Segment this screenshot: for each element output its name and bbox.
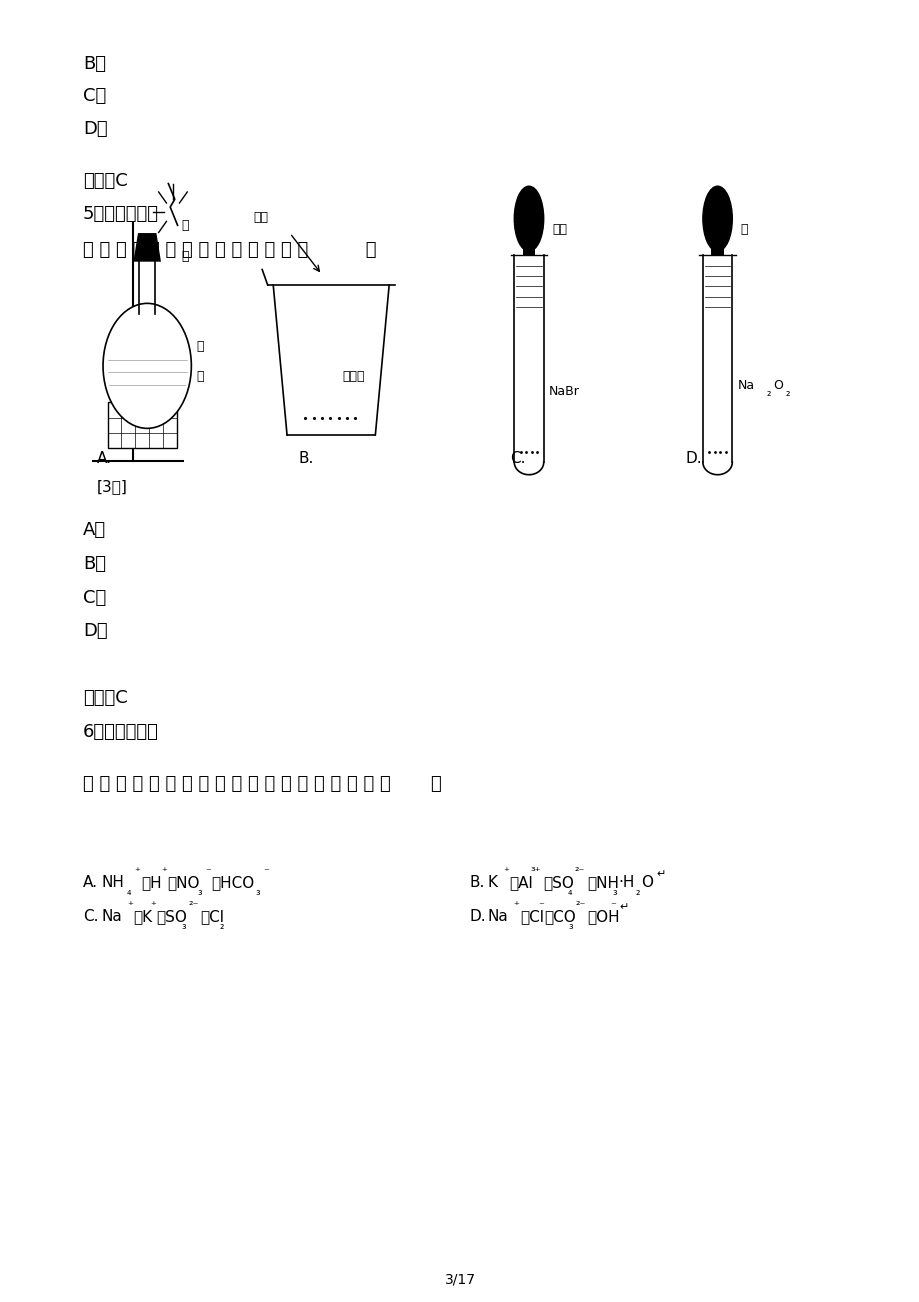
Text: 在 溶 液 中 能 大 量 共 存 的 一 组 离 子 或 分 子 是 （       ）: 在 溶 液 中 能 大 量 共 存 的 一 组 离 子 或 分 子 是 （ ）	[83, 775, 441, 793]
Text: 氯水: 氯水	[253, 211, 267, 224]
Text: ⁻: ⁻	[538, 901, 543, 911]
Text: 、CO: 、CO	[544, 909, 576, 924]
Bar	[108, 402, 176, 448]
Text: B、: B、	[83, 56, 106, 73]
Text: NH: NH	[101, 875, 124, 891]
Text: ²⁻: ²⁻	[575, 901, 585, 911]
Text: ⁺: ⁺	[150, 901, 155, 911]
Text: C、: C、	[83, 589, 106, 607]
Text: ²⁻: ²⁻	[574, 867, 584, 878]
Text: A、: A、	[83, 521, 106, 539]
Text: D、: D、	[83, 622, 108, 641]
Text: 氯水: 氯水	[551, 223, 566, 236]
Text: A.: A.	[96, 450, 111, 466]
Text: C、: C、	[83, 87, 106, 105]
Text: ₃: ₃	[612, 887, 617, 897]
Text: 5、「单选题」: 5、「单选题」	[83, 204, 159, 223]
Text: ⁺: ⁺	[161, 867, 166, 878]
Text: C.: C.	[83, 909, 98, 924]
Text: 答案：C: 答案：C	[83, 172, 128, 190]
Text: ₃: ₃	[255, 887, 260, 897]
Text: ₃: ₃	[568, 921, 573, 931]
Text: D.: D.	[469, 909, 485, 924]
Text: ⁺: ⁺	[503, 867, 508, 878]
Polygon shape	[710, 236, 723, 255]
Text: ₄: ₄	[567, 887, 572, 897]
Text: O: O	[641, 875, 652, 891]
Text: Na: Na	[487, 909, 508, 924]
Text: 光: 光	[181, 250, 188, 263]
Text: B.: B.	[469, 875, 484, 891]
Text: 、SO: 、SO	[542, 875, 573, 891]
Text: ₃: ₃	[181, 921, 186, 931]
Text: B.: B.	[299, 450, 314, 466]
Text: C.: C.	[510, 450, 526, 466]
Text: B、: B、	[83, 555, 106, 573]
Text: 、H: 、H	[142, 875, 162, 891]
Text: ↵: ↵	[655, 868, 664, 879]
Text: A.: A.	[83, 875, 97, 891]
Text: ₂: ₂	[220, 921, 224, 931]
Text: 、HCO: 、HCO	[211, 875, 255, 891]
Text: 、Al: 、Al	[509, 875, 533, 891]
Text: D、: D、	[83, 120, 108, 138]
Text: ₂: ₂	[766, 388, 770, 398]
Text: 氯: 氯	[196, 340, 203, 353]
Text: 、SO: 、SO	[156, 909, 187, 924]
Text: Na: Na	[737, 379, 754, 392]
Text: Na: Na	[101, 909, 122, 924]
Text: ⁻: ⁻	[609, 901, 615, 911]
Text: 6、「单选题」: 6、「单选题」	[83, 723, 158, 741]
Text: 3/17: 3/17	[444, 1273, 475, 1286]
Circle shape	[103, 303, 191, 428]
Text: ₄: ₄	[127, 887, 131, 897]
Text: 答案：C: 答案：C	[83, 689, 128, 707]
Text: ⁺: ⁺	[513, 901, 518, 911]
Text: ³⁺: ³⁺	[529, 867, 539, 878]
Circle shape	[178, 366, 187, 379]
Text: ↵: ↵	[618, 902, 628, 913]
Text: ⁺: ⁺	[134, 867, 140, 878]
Text: ₃: ₃	[198, 887, 202, 897]
Text: ⁻: ⁻	[263, 867, 268, 878]
Text: ²⁻: ²⁻	[188, 901, 199, 911]
Text: [3分]: [3分]	[96, 479, 128, 495]
Text: 、Cl: 、Cl	[200, 909, 224, 924]
Text: 发酵粉: 发酵粉	[342, 370, 364, 383]
Text: 水: 水	[740, 223, 747, 236]
Polygon shape	[522, 236, 535, 255]
Text: NaBr: NaBr	[549, 385, 580, 398]
Text: ⁻: ⁻	[205, 867, 210, 878]
Text: 水: 水	[196, 370, 203, 383]
Text: D.: D.	[685, 450, 701, 466]
Ellipse shape	[514, 186, 543, 251]
Text: 日: 日	[181, 219, 188, 232]
Text: 、NO: 、NO	[167, 875, 199, 891]
Text: 、NH: 、NH	[586, 875, 618, 891]
Text: K: K	[487, 875, 497, 891]
Text: 、Cl: 、Cl	[519, 909, 543, 924]
Text: 、OH: 、OH	[586, 909, 618, 924]
Text: 、K: 、K	[133, 909, 153, 924]
Text: 实 验 过 程 中 不 会 产 生 气 体 的 是 （          ）: 实 验 过 程 中 不 会 产 生 气 体 的 是 （ ）	[83, 241, 376, 259]
Polygon shape	[133, 233, 161, 262]
Text: ·H: ·H	[618, 875, 634, 891]
Text: ₂: ₂	[635, 887, 640, 897]
Ellipse shape	[702, 186, 732, 251]
Text: ⁺: ⁺	[127, 901, 132, 911]
Text: O: O	[772, 379, 782, 392]
Text: ₂: ₂	[785, 388, 789, 398]
